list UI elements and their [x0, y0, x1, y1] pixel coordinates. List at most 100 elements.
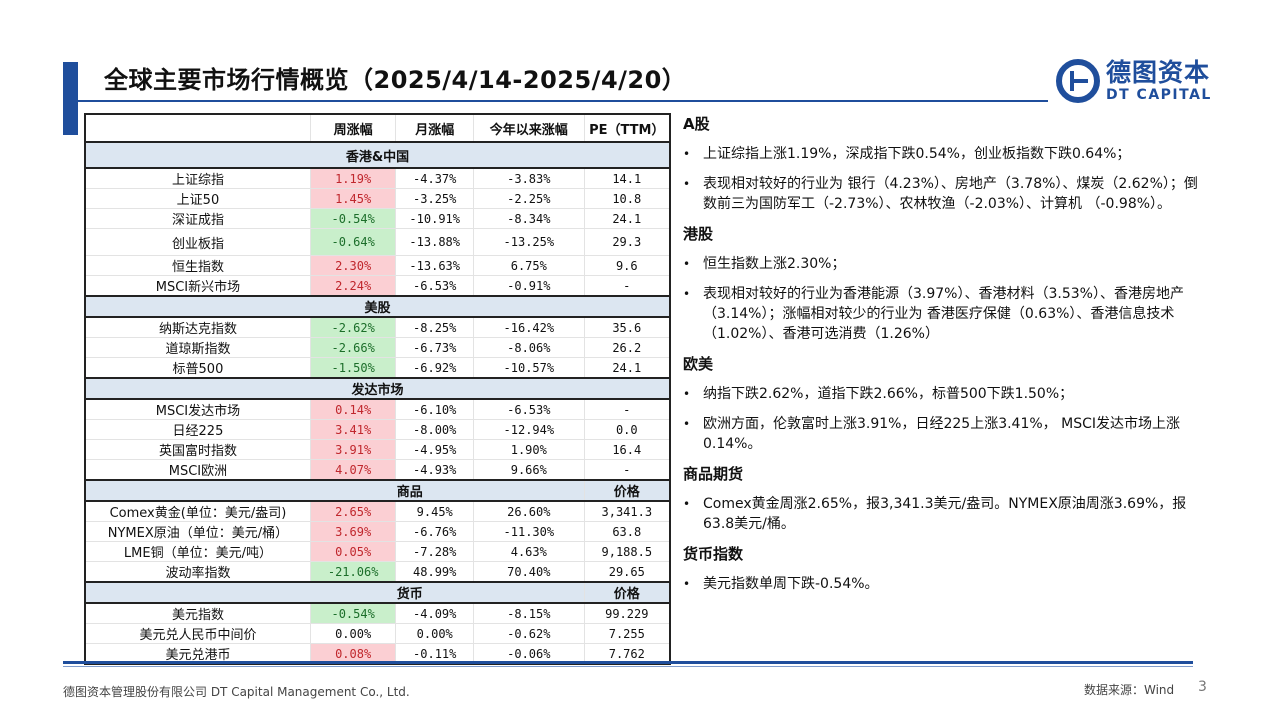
ytd-change: -8.34% [473, 208, 585, 229]
month-change: -6.73% [395, 337, 475, 358]
month-change: 9.45% [395, 501, 475, 522]
header-name [85, 114, 311, 143]
table-row: 深证成指 -0.54% -10.91% -8.34% 24.1 [85, 208, 671, 229]
row-name: 波动率指数 [85, 561, 311, 583]
week-change: -0.64% [310, 228, 397, 256]
pe-or-price: 24.1 [584, 357, 671, 379]
ytd-change: 9.66% [473, 459, 585, 481]
week-change: 3.91% [310, 439, 397, 460]
table-row: 英国富时指数 3.91% -4.95% 1.90% 16.4 [85, 439, 671, 460]
ytd-change: -6.53% [473, 399, 585, 420]
table-row: 创业板指 -0.64% -13.88% -13.25% 29.3 [85, 228, 671, 256]
month-change: 48.99% [395, 561, 475, 583]
week-change: 2.65% [310, 501, 397, 522]
week-change: 1.19% [310, 168, 397, 189]
commentary-heading: 商品期货 [683, 465, 744, 483]
ytd-change: -2.25% [473, 188, 585, 209]
ytd-change: -0.62% [473, 623, 585, 644]
logo-icon [1056, 59, 1100, 103]
pe-or-price: 29.65 [584, 561, 671, 583]
title-divider [78, 100, 1048, 102]
row-name: 纳斯达克指数 [85, 317, 311, 338]
pe-or-price: 14.1 [584, 168, 671, 189]
week-change: 3.41% [310, 419, 397, 440]
section-row: 美股 [85, 295, 671, 318]
table-row: 波动率指数 -21.06% 48.99% 70.40% 29.65 [85, 561, 671, 583]
ytd-change: -16.42% [473, 317, 585, 338]
pe-or-price: 16.4 [584, 439, 671, 460]
week-change: 0.14% [310, 399, 397, 420]
table-row: 纳斯达克指数 -2.62% -8.25% -16.42% 35.6 [85, 317, 671, 338]
week-change: -2.62% [310, 317, 397, 338]
table-header-row: 周涨幅 月涨幅 今年以来涨幅 PE（TTM） [85, 114, 671, 143]
row-name: MSCI发达市场 [85, 399, 311, 420]
week-change: 4.07% [310, 459, 397, 481]
commentary-bullet: Comex黄金周涨2.65%，报3,341.3美元/盎司。NYMEX原油周涨3.… [683, 494, 1203, 534]
page-title: 全球主要市场行情概览（2025/4/14-2025/4/20） [104, 66, 687, 94]
week-change: 0.05% [310, 541, 397, 562]
pe-or-price: 9.6 [584, 255, 671, 276]
ytd-change: -12.94% [473, 419, 585, 440]
commentary-bullet: 恒生指数上涨2.30%； [683, 254, 1203, 274]
pe-or-price: - [584, 459, 671, 481]
row-name: MSCI新兴市场 [85, 275, 311, 297]
row-name: NYMEX原油（单位：美元/桶） [85, 521, 311, 542]
ytd-change: -10.57% [473, 357, 585, 379]
logo-cn: 德图资本 [1106, 58, 1211, 87]
section-row: 香港&中国 [85, 142, 671, 169]
commentary-heading: 货币指数 [683, 545, 744, 563]
table-row: 上证50 1.45% -3.25% -2.25% 10.8 [85, 188, 671, 209]
month-change: -6.76% [395, 521, 475, 542]
section-row: 商品 价格 [85, 479, 671, 502]
table-row: 美元兑港币 0.08% -0.11% -0.06% 7.762 [85, 643, 671, 665]
pe-or-price: 10.8 [584, 188, 671, 209]
row-name: LME铜（单位：美元/吨） [85, 541, 311, 562]
table-row: NYMEX原油（单位：美元/桶） 3.69% -6.76% -11.30% 63.8 [85, 521, 671, 542]
pe-or-price: 99.229 [584, 603, 671, 624]
header-ytd: 今年以来涨幅 [473, 114, 585, 143]
week-change: 2.30% [310, 255, 397, 276]
ytd-change: -13.25% [473, 228, 585, 256]
pe-or-price: 35.6 [584, 317, 671, 338]
week-change: 2.24% [310, 275, 397, 297]
title-accent-bar [63, 62, 78, 135]
table-row: MSCI欧洲 4.07% -4.93% 9.66% - [85, 459, 671, 481]
month-change: -8.00% [395, 419, 475, 440]
section-row: 发达市场 [85, 377, 671, 400]
table-row: 标普500 -1.50% -6.92% -10.57% 24.1 [85, 357, 671, 379]
month-change: 0.00% [395, 623, 475, 644]
row-name: MSCI欧洲 [85, 459, 311, 481]
month-change: -4.09% [395, 603, 475, 624]
section-extra: 价格 [584, 581, 671, 604]
table-row: 道琼斯指数 -2.66% -6.73% -8.06% 26.2 [85, 337, 671, 358]
footer-divider [63, 661, 1193, 664]
month-change: -4.93% [395, 459, 475, 481]
table-row: 美元指数 -0.54% -4.09% -8.15% 99.229 [85, 603, 671, 624]
ytd-change: -3.83% [473, 168, 585, 189]
row-name: 标普500 [85, 357, 311, 379]
week-change: -0.54% [310, 208, 397, 229]
ytd-change: -8.15% [473, 603, 585, 624]
row-name: Comex黄金(单位：美元/盎司) [85, 501, 311, 522]
ytd-change: -11.30% [473, 521, 585, 542]
table-row: 美元兑人民币中间价 0.00% 0.00% -0.62% 7.255 [85, 623, 671, 644]
row-name: 英国富时指数 [85, 439, 311, 460]
section-label: 货币 [85, 581, 585, 604]
pe-or-price: - [584, 399, 671, 420]
week-change: -21.06% [310, 561, 397, 583]
commentary-heading: A股 [683, 115, 710, 133]
row-name: 上证综指 [85, 168, 311, 189]
commentary-bullet: 纳指下跌2.62%，道指下跌2.66%，标普500下跌1.50%； [683, 384, 1203, 404]
section-extra: 价格 [584, 479, 671, 502]
commentary-bullet: 上证综指上涨1.19%，深成指下跌0.54%，创业板指数下跌0.64%； [683, 144, 1203, 164]
row-name: 深证成指 [85, 208, 311, 229]
ytd-change: 6.75% [473, 255, 585, 276]
row-name: 道琼斯指数 [85, 337, 311, 358]
week-change: -0.54% [310, 603, 397, 624]
ytd-change: 1.90% [473, 439, 585, 460]
row-name: 日经225 [85, 419, 311, 440]
ytd-change: 4.63% [473, 541, 585, 562]
commentary-bullet: 美元指数单周下跌-0.54%。 [683, 574, 1203, 594]
pe-or-price: 24.1 [584, 208, 671, 229]
logo-en: DT CAPITAL [1106, 87, 1212, 103]
